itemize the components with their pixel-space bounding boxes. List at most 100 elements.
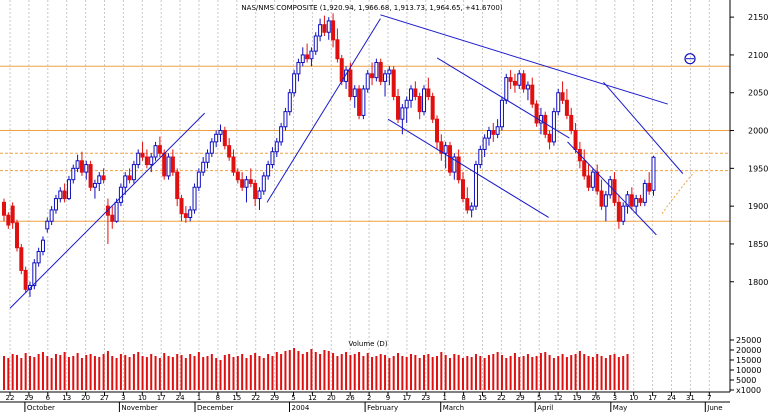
candle-body [491,130,496,135]
volume-bar [466,356,469,390]
candle-body [322,24,327,33]
candle-body [430,96,435,120]
volume-bar [163,353,166,390]
x-tick-label: 24 [667,394,676,402]
candle-body [257,190,262,200]
volume-bar [340,354,343,390]
month-labels: October November December 2004 February March… [24,402,723,412]
volume-bar [67,357,70,390]
volume-bar [93,356,96,390]
month-label: October [27,404,55,412]
volume-bar [3,356,5,390]
candle-body [136,152,141,166]
candle-body [153,145,158,158]
candle-body [110,214,115,222]
candle-body [409,88,414,101]
volume-bar [219,360,222,390]
target-marker [684,53,696,65]
candle-body [339,58,344,82]
x-tick-label: 15 [478,394,487,402]
candle-body [370,73,375,79]
candle-body [227,145,232,158]
x-tick-label: 17 [402,394,411,402]
volume-bar [453,354,456,390]
candle-body [97,175,102,184]
volume-bar [401,356,404,390]
candle-body [188,209,193,218]
volume-tick-label: 25000 [736,336,761,345]
candle-body [287,92,292,113]
month-label: February [367,404,398,412]
volume-bar [423,355,426,390]
price-tick-label: 2150 [748,13,768,22]
volume-bar [167,356,170,390]
volume-bar [366,353,369,390]
candle-body [344,69,349,82]
volume-bar [20,358,23,390]
candle-body [84,164,89,173]
price-tick-label: 1900 [748,202,768,211]
x-tick-label: 29 [24,394,33,402]
candle-body [482,137,487,150]
candle-body [79,160,84,173]
candle-body [460,179,465,200]
candle-body [279,126,284,143]
candle-body [443,145,448,154]
volume-bar [483,358,486,390]
volume-bar [202,357,205,390]
candle-body [123,175,128,188]
candle-body [214,133,219,143]
volume-bar [565,357,568,390]
x-tick-labels: 22 29 6 13 20 27 3 10 17 24 1 8 15 22 29 5 12 20 26 2 9 17 23 1… [6,392,712,402]
volume-bar [578,351,581,390]
candle-body [504,77,509,101]
candle-body [253,182,258,200]
candle-body [586,175,591,188]
x-tick-label: 26 [591,394,600,402]
volume-bar [111,356,114,390]
candle-body [114,201,119,222]
candle-body [318,24,323,37]
candle-body [19,247,24,271]
candle-body [357,88,362,116]
volume-bar [128,357,131,390]
volume-bar [418,358,421,390]
candle-body [590,171,595,188]
projection-curve [661,171,695,214]
volume-bar [80,358,83,390]
candle-body [556,92,561,113]
candle-body [131,164,136,181]
x-tick-label: 22 [251,394,260,402]
volume-tick-label: 15000 [736,356,761,365]
volume-bar [332,353,335,390]
volume-bar [474,354,477,390]
candle-body [231,156,236,173]
month-label: May [613,404,627,412]
volume-bar [24,353,27,390]
candle-body [538,114,543,124]
volume-bar [184,358,187,390]
volume-bar [539,353,542,390]
candle-body [512,80,517,86]
volume-bar [158,358,161,390]
candle-body [283,111,288,128]
volume-bar [397,353,400,390]
candle-body [391,69,396,98]
volume-bar [500,355,503,390]
volume-bar [180,355,183,390]
volume-bar [505,358,508,390]
candle-body [270,151,275,166]
volume-bar [310,349,313,390]
volume-bar [50,358,53,390]
month-label: November [121,404,158,412]
candle-body [638,198,643,203]
candle-body [6,214,11,226]
month-label: April [537,404,553,412]
x-tick-label: 7 [707,394,711,402]
volume-bars [3,348,629,390]
volume-bar [54,354,57,390]
candle-body [296,61,301,75]
volume-bar [154,356,157,390]
